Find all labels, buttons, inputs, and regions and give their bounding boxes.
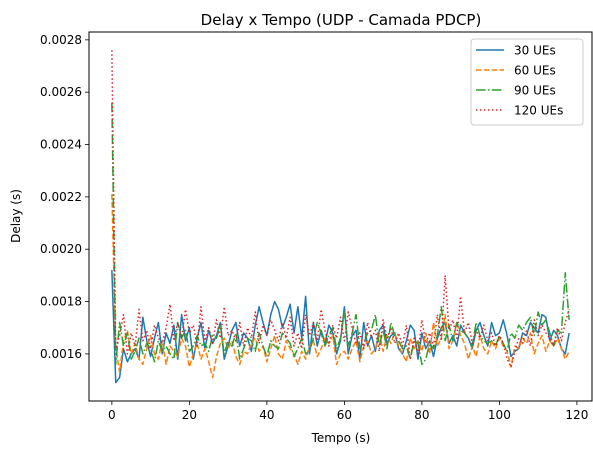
series-lines [111, 50, 570, 384]
series-line-30-ues [111, 270, 570, 384]
y-axis-label: Delay (s) [9, 189, 23, 243]
y-tick-label: 0.0022 [40, 190, 82, 204]
y-axis-ticks: 0.0016 0.0018 0.0020 0.0022 0.0024 0.0026 0.00… [40, 33, 89, 361]
legend-box [470, 38, 584, 126]
y-tick-label: 0.0024 [40, 138, 82, 152]
series-line-60-ues [111, 194, 570, 379]
x-tick-label: 120 [565, 408, 588, 422]
x-axis-label: Tempo (s) [311, 431, 371, 445]
legend-label-30-ues: 30 UEs [514, 44, 556, 58]
x-tick-label: 0 [108, 408, 116, 422]
x-tick-label: 20 [182, 408, 197, 422]
legend-label-60-ues: 60 UEs [514, 64, 556, 78]
y-tick-label: 0.0026 [40, 85, 82, 99]
x-tick-label: 100 [488, 408, 511, 422]
y-tick-label: 0.0018 [40, 295, 82, 309]
plot-area-frame [88, 31, 593, 402]
x-tick-label: 60 [337, 408, 352, 422]
x-tick-label: 40 [259, 408, 274, 422]
x-axis-ticks: 0 20 40 60 80 100 120 [108, 401, 588, 422]
x-tick-label: 80 [414, 408, 429, 422]
chart-title: Delay x Tempo (UDP - Camada PDCP) [201, 11, 482, 29]
legend: 30 UEs 60 UEs 90 UEs 120 UEs [470, 38, 584, 126]
legend-label-90-ues: 90 UEs [514, 84, 556, 98]
series-line-90-ues [111, 102, 570, 366]
legend-entries: 30 UEs 60 UEs 90 UEs 120 UEs [476, 44, 563, 118]
y-tick-label: 0.0016 [40, 347, 82, 361]
legend-label-120-ues: 120 UEs [514, 104, 563, 118]
y-tick-label: 0.0028 [40, 33, 82, 47]
series-line-120-ues [111, 50, 570, 368]
y-tick-label: 0.0020 [40, 242, 82, 256]
